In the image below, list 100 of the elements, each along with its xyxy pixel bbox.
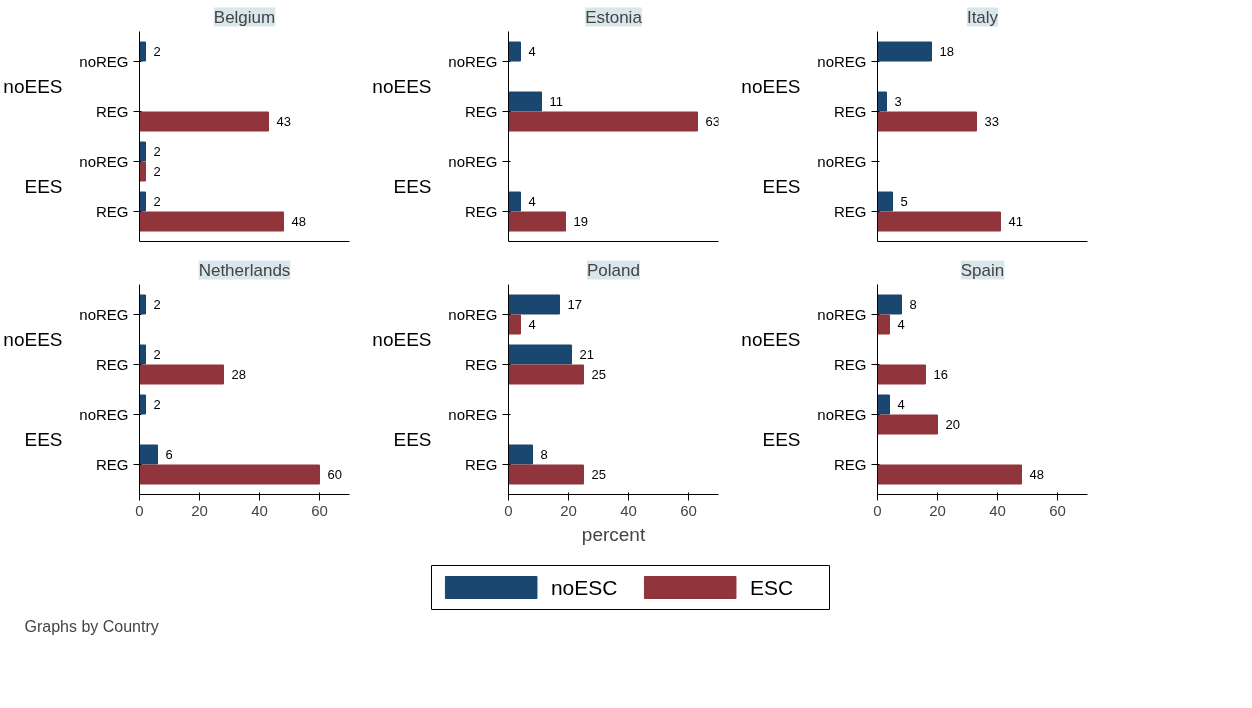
data-label: 2: [153, 164, 161, 179]
y-tick-label: noREG: [448, 153, 498, 170]
chart-title: Belgium: [213, 7, 276, 27]
bar: [508, 41, 521, 62]
x-tick-label: 60: [680, 501, 697, 519]
data-label: 4: [897, 317, 905, 332]
bar: [877, 414, 938, 435]
bar: [508, 111, 698, 132]
y-tick-label: noREG: [448, 53, 498, 70]
data-label: 25: [591, 367, 606, 382]
y-tick-label: noREG: [79, 306, 129, 323]
text: noEES: [372, 329, 432, 350]
x-tick-label: 40: [989, 501, 1006, 519]
text: EES: [24, 429, 63, 450]
bar: [508, 91, 542, 112]
text: noEES: [741, 76, 801, 97]
data-label: 18: [939, 44, 954, 59]
data-label: 2: [153, 297, 161, 312]
bar: [877, 314, 890, 335]
data-label: 2: [153, 347, 161, 362]
data-label: 17: [567, 297, 582, 312]
y-tick-label: REG: [834, 456, 867, 473]
x-tick-label: 60: [311, 501, 328, 519]
text: noEES: [3, 76, 63, 97]
bar: [877, 294, 902, 315]
y-tick-label: REG: [465, 356, 498, 373]
bar: [508, 294, 560, 315]
text: noEES: [372, 76, 432, 97]
data-label: 21: [579, 347, 594, 362]
y-tick-label: noREG: [817, 406, 867, 423]
text: EES: [762, 429, 801, 450]
data-label: 2: [153, 194, 161, 209]
data-label: 63: [705, 114, 720, 129]
bar: [139, 464, 320, 485]
bar: [139, 294, 146, 315]
bar: [877, 41, 932, 62]
data-label: 25: [591, 467, 606, 482]
data-label: 48: [1029, 467, 1044, 482]
data-label: 48: [291, 214, 306, 229]
data-label: 5: [900, 194, 908, 209]
y-tick-label: noREG: [79, 53, 129, 70]
bar: [139, 344, 146, 365]
y-tick-label: REG: [834, 356, 867, 373]
y-tick-label: REG: [96, 103, 129, 120]
data-label: 20: [945, 417, 960, 432]
text: EES: [393, 176, 432, 197]
x-tick-label: 20: [560, 501, 577, 519]
legend-label: ESC: [749, 576, 794, 599]
chart-title: Poland: [587, 260, 640, 280]
bar: [877, 191, 893, 212]
y-tick-label: REG: [465, 103, 498, 120]
y-tick-label: noREG: [79, 153, 129, 170]
y-tick-label: noREG: [817, 53, 867, 70]
bar: [508, 211, 566, 232]
bar: [508, 464, 584, 485]
y-tick-label: REG: [96, 456, 129, 473]
bar: [508, 314, 521, 335]
text: noEES: [741, 329, 801, 350]
text: Graphs by Country: [24, 618, 159, 635]
y-tick-label: REG: [834, 203, 867, 220]
bar: [139, 444, 158, 465]
bar: [877, 464, 1022, 485]
bar: [139, 364, 224, 385]
y-tick-label: noREG: [817, 153, 867, 170]
text: EES: [24, 176, 63, 197]
data-label: 2: [153, 144, 161, 159]
chart-title: Netherlands: [198, 260, 291, 280]
y-tick-label: REG: [465, 203, 498, 220]
data-label: 8: [909, 297, 917, 312]
data-label: 33: [984, 114, 999, 129]
bar: [877, 364, 926, 385]
bar: [508, 344, 572, 365]
bar: [508, 444, 533, 465]
x-tick-label: 0: [873, 501, 882, 519]
chart-title: Spain: [960, 260, 1005, 280]
data-label: 4: [897, 397, 905, 412]
data-label: 3: [894, 94, 902, 109]
x-axis-title: percent: [581, 523, 646, 545]
y-tick-label: REG: [96, 356, 129, 373]
data-label: 60: [327, 467, 342, 482]
x-tick-label: 60: [1049, 501, 1066, 519]
bar: [139, 394, 146, 415]
y-tick-label: noREG: [448, 306, 498, 323]
bar: [877, 394, 890, 415]
chart-title: Estonia: [585, 7, 643, 27]
data-label: 4: [528, 44, 536, 59]
data-label: 2: [153, 397, 161, 412]
data-label: 8: [540, 447, 548, 462]
bar: [508, 191, 521, 212]
data-label: 19: [573, 214, 588, 229]
data-label: 43: [276, 114, 291, 129]
chart-title: Italy: [966, 7, 999, 27]
bar: [877, 111, 977, 132]
bar: [508, 364, 584, 385]
y-tick-label: REG: [96, 203, 129, 220]
data-label: 11: [549, 94, 563, 109]
text: EES: [393, 429, 432, 450]
data-label: 41: [1008, 214, 1023, 229]
x-tick-label: 0: [504, 501, 513, 519]
data-label: 4: [528, 317, 536, 332]
